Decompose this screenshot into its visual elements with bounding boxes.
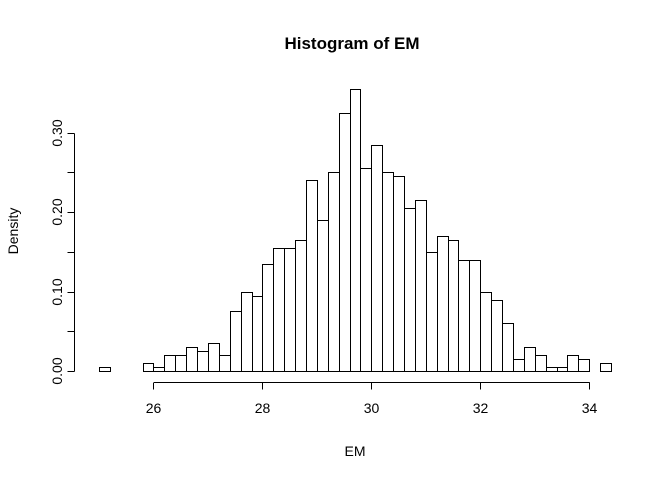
histogram-bar xyxy=(143,363,154,372)
histogram-bar xyxy=(350,89,361,372)
histogram-bar xyxy=(306,180,318,372)
histogram-bar xyxy=(197,351,209,372)
y-tick-label: 0.00 xyxy=(49,357,65,384)
histogram-bar xyxy=(252,296,263,372)
histogram-bar xyxy=(448,240,459,372)
histogram-bar xyxy=(513,359,525,372)
histogram-bar xyxy=(480,292,492,372)
histogram-bar xyxy=(219,355,231,372)
histogram-bar xyxy=(535,355,547,372)
x-tick-label: 28 xyxy=(255,400,271,416)
histogram-bar xyxy=(578,359,590,372)
histogram-bar xyxy=(426,252,438,372)
histogram-bar xyxy=(317,220,329,372)
histogram-bar xyxy=(382,172,394,372)
histogram-bar xyxy=(524,347,536,372)
histogram-bar xyxy=(437,236,449,372)
y-tick-label: 0.20 xyxy=(49,198,65,225)
histogram-bar xyxy=(567,355,579,372)
histogram-bar xyxy=(262,264,274,372)
histogram-bar xyxy=(546,367,558,372)
histogram-bar xyxy=(557,367,568,372)
x-tick-label: 30 xyxy=(364,400,380,416)
histogram-bar xyxy=(284,248,296,372)
histogram-bar xyxy=(153,367,165,372)
histogram-bar xyxy=(175,355,187,372)
y-axis-label: Density xyxy=(5,208,21,255)
histogram-bar xyxy=(371,145,383,372)
histogram-bar xyxy=(491,300,503,372)
histogram-bar xyxy=(164,355,176,372)
x-tick-label: 26 xyxy=(146,400,162,416)
x-tick-label: 34 xyxy=(582,400,598,416)
x-axis: 26 28 30 32 34 xyxy=(146,382,598,416)
histogram-bar xyxy=(360,168,372,372)
histogram-bar xyxy=(208,343,220,372)
histogram-bar xyxy=(502,323,514,372)
bars-group xyxy=(99,89,612,372)
histogram-bar xyxy=(458,260,470,372)
histogram-bar xyxy=(600,363,612,372)
chart-title: Histogram of EM xyxy=(284,34,419,53)
histogram-bar xyxy=(273,248,285,372)
histogram-bar xyxy=(404,208,416,372)
y-tick-label: 0.30 xyxy=(49,119,65,146)
x-axis-label: EM xyxy=(345,443,366,459)
histogram-bar xyxy=(186,347,198,372)
histogram-bar xyxy=(230,311,242,372)
x-tick-label: 32 xyxy=(473,400,489,416)
histogram-bar xyxy=(339,113,351,372)
histogram-bar xyxy=(469,260,481,372)
histogram-bar xyxy=(295,240,307,372)
histogram-bar xyxy=(393,176,405,372)
y-axis: 0.00 0.10 0.20 0.30 xyxy=(49,119,75,385)
histogram-bar xyxy=(241,292,253,372)
histogram-bar xyxy=(415,200,427,372)
histogram-bar xyxy=(328,172,340,372)
histogram-bar xyxy=(99,367,111,372)
y-tick-label: 0.10 xyxy=(49,278,65,305)
